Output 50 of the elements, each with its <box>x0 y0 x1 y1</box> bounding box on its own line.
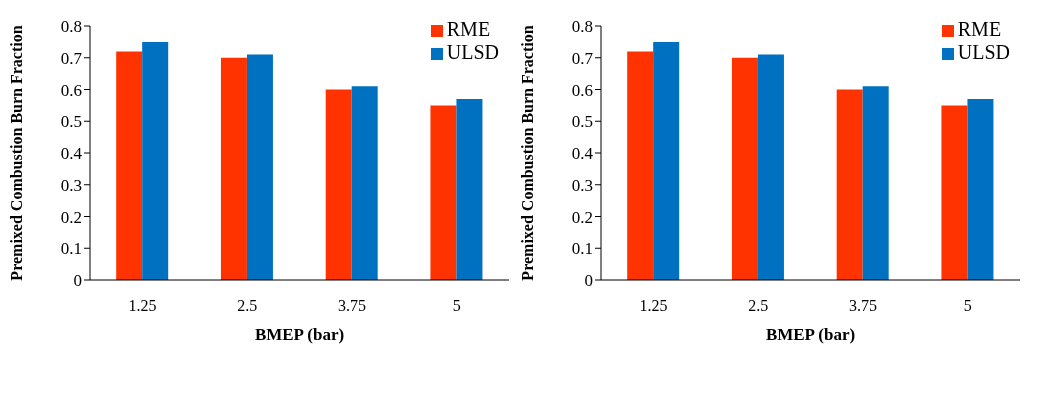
bar <box>116 51 143 280</box>
y-tick-label: 0.2 <box>571 207 593 227</box>
y-tick-label: 0.7 <box>571 48 594 68</box>
bar <box>627 51 654 280</box>
legend-label: RME <box>446 18 491 40</box>
y-tick-label: 0.3 <box>571 175 593 195</box>
bar <box>731 57 758 280</box>
y-axis-title: Premixed Combustion Burn Fraction <box>7 25 25 281</box>
bar <box>456 99 483 280</box>
bar <box>862 86 889 280</box>
bar <box>941 105 968 280</box>
bar <box>246 54 273 280</box>
y-tick-label: 0.5 <box>60 112 82 132</box>
y-tick-label: 0.1 <box>60 239 82 259</box>
bar <box>142 41 169 280</box>
x-tick-label: 3.75 <box>337 297 366 315</box>
y-tick-label: 0.8 <box>60 17 82 37</box>
y-tick-label: 0.7 <box>60 48 83 68</box>
x-tick-label: 1.25 <box>128 297 157 315</box>
x-tick-label: 2.5 <box>748 297 769 315</box>
y-tick-label: 0 <box>584 271 593 291</box>
y-tick-label: 0.1 <box>571 239 593 259</box>
y-tick-label: 0.8 <box>571 17 593 37</box>
bar <box>653 41 680 280</box>
bar <box>220 57 247 280</box>
x-axis-title: BMEP (bar) <box>254 325 345 344</box>
y-tick-label: 0.2 <box>60 207 82 227</box>
bar <box>430 105 457 280</box>
bar <box>836 89 863 280</box>
y-tick-label: 0 <box>73 271 82 291</box>
y-tick-label: 0.6 <box>60 80 82 100</box>
x-axis-title: BMEP (bar) <box>765 325 856 344</box>
x-tick-label: 3.75 <box>848 297 877 315</box>
y-tick-label: 0.4 <box>60 144 83 164</box>
y-tick-label: 0.4 <box>571 144 594 164</box>
bar <box>967 99 994 280</box>
bar <box>757 54 784 280</box>
x-tick-label: 1.25 <box>639 297 668 315</box>
bar <box>325 89 352 280</box>
x-tick-label: 2.5 <box>237 297 258 315</box>
legend-label: ULSD <box>957 41 1010 63</box>
y-tick-label: 0.3 <box>60 175 82 195</box>
y-tick-label: 0.6 <box>571 80 593 100</box>
x-tick-label: 5 <box>963 297 972 315</box>
y-tick-label: 0.5 <box>571 112 593 132</box>
y-axis-title: Premixed Combustion Burn Fraction <box>518 25 536 281</box>
legend-label: RME <box>957 18 1002 40</box>
bar <box>351 86 378 280</box>
x-tick-label: 5 <box>452 297 461 315</box>
legend-label: ULSD <box>446 41 499 63</box>
